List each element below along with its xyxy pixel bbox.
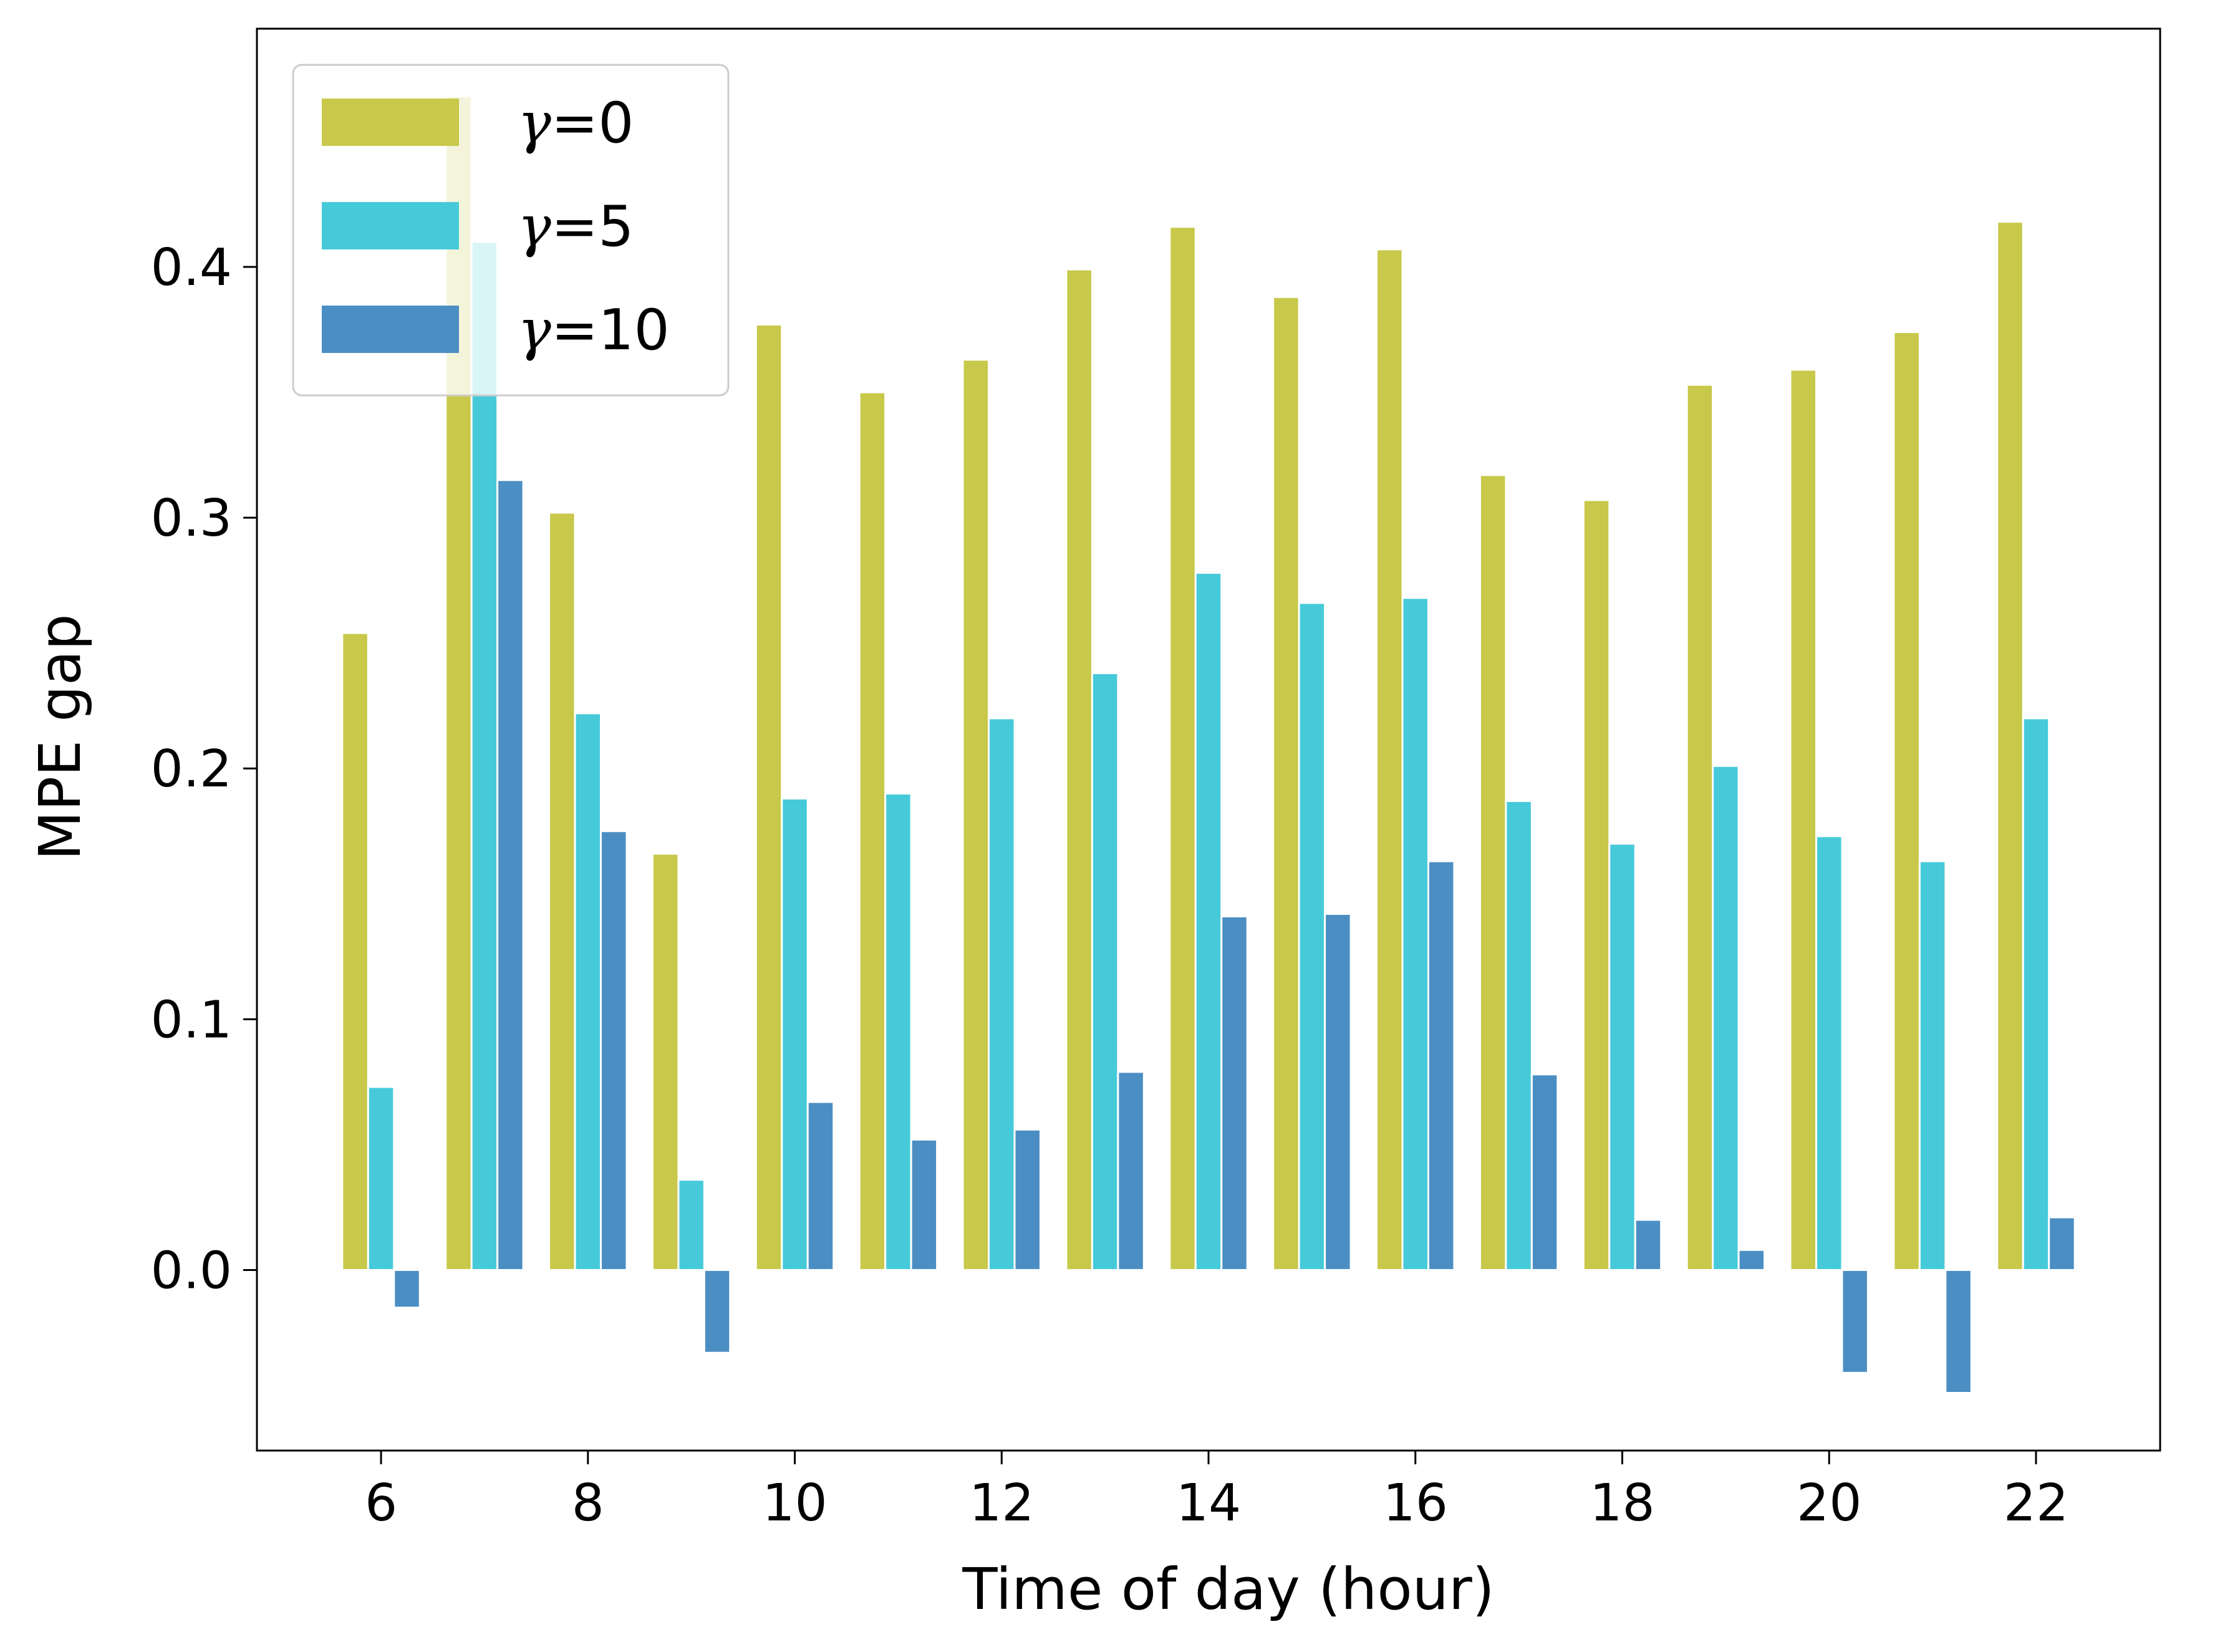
bar-series3-hour-14 (1220, 915, 1248, 1271)
x-axis-label: Time of day (hour) (962, 1556, 1494, 1623)
axes-layer: 6 8 10 12 14 16 18 20 22 0.0 0.1 0.2 0.3 0.4 (151, 27, 2161, 1533)
bar-series2-hour-11 (884, 792, 912, 1271)
bar-series2-hour-9 (677, 1179, 705, 1271)
bar-series3-hour-16 (1427, 860, 1455, 1271)
bar-series2-hour-15 (1298, 602, 1326, 1271)
y-tick-label: 0.3 (151, 489, 232, 548)
legend-swatch-3 (322, 306, 459, 353)
bar-series3-hour-15 (1324, 912, 1352, 1271)
x-tick-label: 6 (365, 1474, 397, 1533)
bar-series3-hour-10 (806, 1101, 835, 1271)
bar-series3-hour-19 (1737, 1249, 1766, 1271)
bar-series2-hour-13 (1091, 672, 1119, 1271)
bar-series2-hour-20 (1815, 835, 1843, 1271)
bar-series1-hour-14 (1169, 226, 1197, 1271)
bar-series2-hour-17 (1505, 800, 1533, 1271)
x-tick-label: 18 (1590, 1474, 1654, 1533)
bar-series1-hour-18 (1582, 499, 1611, 1271)
bar-series3-hour-7 (496, 479, 524, 1271)
bar-series1-hour-9 (651, 853, 680, 1271)
x-tick-label: 22 (2004, 1474, 2068, 1533)
y-tick-label: 0.4 (151, 238, 232, 297)
x-tick-label: 16 (1383, 1474, 1448, 1533)
bar-series2-hour-12 (988, 717, 1016, 1271)
bar-series2-hour-6 (367, 1086, 395, 1271)
bar-series3-hour-17 (1530, 1073, 1559, 1271)
bar-series2-hour-22 (2022, 717, 2050, 1271)
bar-series2-hour-18 (1608, 843, 1636, 1271)
bar-series3-hour-11 (910, 1138, 939, 1271)
x-tick-label: 14 (1176, 1474, 1241, 1533)
bar-series2-hour-7 (470, 241, 499, 1271)
bar-series1-hour-19 (1686, 384, 1714, 1271)
y-axis-label: MPE gap (27, 614, 94, 860)
bar-series1-hour-11 (858, 391, 887, 1271)
bar-series1-hour-17 (1479, 474, 1507, 1271)
bar-series2-hour-8 (574, 712, 602, 1271)
bar-series3-hour-22 (2048, 1216, 2076, 1271)
bar-series1-hour-15 (1272, 296, 1300, 1271)
bar-series1-hour-8 (548, 511, 576, 1271)
series-3 (393, 479, 2076, 1394)
y-tick-label: 0.2 (151, 740, 232, 799)
bar-series1-hour-12 (962, 359, 990, 1271)
x-tick-label: 20 (1797, 1474, 1861, 1533)
bar-series3-hour-20 (1841, 1268, 1869, 1374)
bar-series2-hour-14 (1194, 572, 1223, 1271)
x-tick-label: 12 (969, 1474, 1034, 1533)
legend-label-2: γ=5 (518, 194, 634, 259)
series-1 (341, 95, 2024, 1271)
bar-series2-hour-21 (1918, 860, 1947, 1271)
bar-series1-hour-21 (1893, 331, 1921, 1271)
bar-series3-hour-21 (1944, 1268, 1972, 1394)
bar-series3-hour-12 (1013, 1128, 1041, 1271)
x-tick-label: 8 (572, 1474, 604, 1533)
legend-swatch-2 (322, 202, 459, 249)
legend: γ=0 γ=5 γ=10 (292, 64, 730, 397)
legend-label-3: γ=10 (518, 297, 670, 363)
bar-series1-hour-20 (1789, 369, 1817, 1271)
legend-swatch-1 (322, 99, 459, 146)
y-tick-label: 0.1 (151, 990, 232, 1050)
y-tick-label: 0.0 (151, 1241, 232, 1300)
bar-series3-hour-18 (1634, 1219, 1663, 1271)
bar-series1-hour-6 (341, 632, 369, 1271)
bar-series2-hour-19 (1712, 765, 1740, 1271)
x-tick-label: 10 (762, 1474, 827, 1533)
bar-series1-hour-22 (1996, 221, 2024, 1271)
bar-series1-hour-10 (755, 323, 783, 1271)
bar-series3-hour-13 (1117, 1071, 1145, 1271)
bar-series3-hour-9 (703, 1268, 731, 1354)
bar-series3-hour-6 (393, 1268, 421, 1309)
bar-series2-hour-10 (781, 797, 809, 1271)
bar-series3-hour-8 (600, 830, 628, 1271)
bar-series1-hour-13 (1065, 268, 1093, 1271)
legend-label-1: γ=0 (518, 90, 634, 156)
bar-series2-hour-16 (1401, 597, 1429, 1271)
bars-layer (341, 95, 2076, 1394)
bar-series1-hour-16 (1376, 248, 1404, 1271)
